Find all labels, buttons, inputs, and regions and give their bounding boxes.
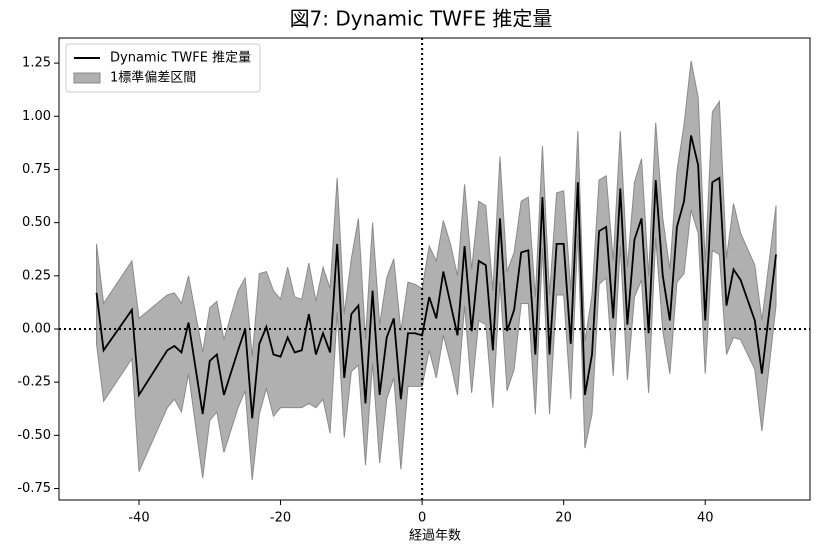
- y-tick-label: 0.25: [22, 268, 51, 283]
- x-tick-label: 0: [418, 511, 426, 526]
- y-tick-label: -0.75: [17, 481, 51, 496]
- y-tick-label: -0.50: [17, 428, 51, 443]
- y-tick-label: 0.75: [22, 162, 51, 177]
- plot-frame: [58, 37, 811, 501]
- chart-title: 図7: Dynamic TWFE 推定量: [290, 7, 553, 31]
- x-tick-label: 40: [697, 511, 714, 526]
- y-tick-label: 1.00: [22, 109, 51, 124]
- y-tick-label: 1.25: [22, 56, 51, 71]
- x-axis-label: 経過年数: [409, 529, 461, 544]
- error-band: [96, 60, 777, 481]
- y-tick-label: -0.25: [17, 375, 51, 390]
- x-tick-label: -20: [270, 511, 291, 526]
- legend-label: 1標準偏差区間: [110, 70, 196, 86]
- legend-box: [65, 43, 261, 93]
- y-tick-label: 0.50: [22, 215, 51, 230]
- line: [95, 135, 777, 419]
- legend-label: Dynamic TWFE 推定量: [110, 51, 251, 66]
- legend: Dynamic TWFE 推定量 1標準偏差区間: [65, 43, 261, 93]
- x-tick-label: -40: [128, 511, 149, 526]
- x-tick-label: 20: [555, 511, 572, 526]
- legend-swatch: [73, 72, 101, 84]
- y-tick-label: 0.00: [22, 321, 51, 336]
